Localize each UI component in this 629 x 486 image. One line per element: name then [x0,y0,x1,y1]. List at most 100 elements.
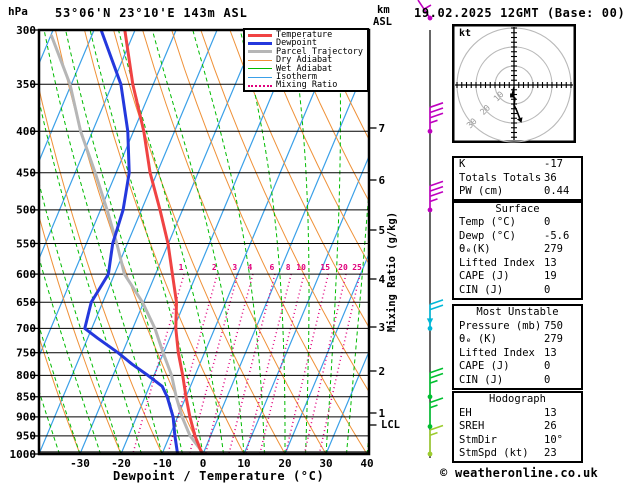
stats-section-header: Most Unstable [476,306,559,318]
svg-text:900: 900 [16,411,36,424]
legend-label: Dry Adiabat [276,55,333,66]
svg-text:7: 7 [379,122,386,135]
svg-text:1: 1 [179,263,184,272]
km-tick-labels: 7 6 5 4 3 2 1 [369,122,386,420]
stat-label: Totals Totals [459,171,542,184]
stat-label: CAPE (J) [459,360,510,373]
hodograph-unit-label: kt [459,28,472,39]
stat-row: PW (cm) 0.44 [454,185,581,199]
legend-item: Dewpoint [248,38,367,49]
stat-row: CAPE (J) 19 [454,270,581,284]
stat-value: -17 [544,158,563,170]
stat-row: CIN (J) 0 [454,284,581,298]
legend-swatch-dry-adiabat [248,59,272,61]
stat-label: PW (cm) [459,185,504,198]
stat-label: Dewp (°C) [459,229,516,242]
stat-value: 0 [544,216,551,229]
legend-label: Mixing Ratio [276,80,338,91]
legend: Temperature Dewpoint Parcel Trajectory Dry … [243,28,369,92]
wind-barb-290 [417,0,433,21]
legend-label: Temperature [276,30,333,40]
stat-label: EH [459,406,472,419]
dewpoint-curve [83,30,180,454]
svg-text:40: 40 [360,457,373,470]
stat-label: StmSpd (kt) [459,447,529,460]
temp-tick-labels: -30 -20 -10 0 10 20 30 40 [70,457,374,470]
legend-label: Dewpoint [276,38,317,49]
stat-row: θₑ (K) 279 [454,333,581,347]
stat-value: 13 [544,256,557,269]
svg-text:2: 2 [379,365,386,378]
sounding-curves [50,30,206,454]
stat-value: 0 [544,373,551,386]
svg-text:20: 20 [338,263,348,272]
legend-label: Wet Adiabat [276,63,333,74]
svg-text:500: 500 [16,204,36,217]
stats-box-hodograph: Hodograph EH 13 SREH 26 StmDir 10° StmSpd (kt) 2… [452,391,583,463]
svg-text:8: 8 [286,263,291,272]
stat-value: 0 [544,284,551,297]
stat-row: StmDir 10° [454,434,581,448]
svg-text:3: 3 [232,263,237,272]
svg-text:15: 15 [320,263,330,272]
mixing-ratio-labels: 1 2 3 4 6 8 10 15 20 25 [179,263,362,272]
stat-label: K [459,158,466,170]
svg-text:1: 1 [379,407,386,420]
stats-box-most-unstable: Most Unstable Pressure (mb) 750 θₑ (K) 279 Li… [452,304,583,390]
svg-text:-10: -10 [152,457,172,470]
svg-text:-20: -20 [111,457,131,470]
svg-text:20: 20 [278,457,291,470]
stat-label: StmDir [459,433,497,446]
svg-text:550: 550 [16,237,36,250]
stat-row: Pressure (mb) 750 [454,320,581,334]
stat-row: SREH 26 [454,420,581,434]
legend-item: Isotherm [248,71,367,82]
wind-barb-700 [426,299,444,331]
svg-text:4: 4 [379,273,386,286]
stat-value: 23 [544,447,557,460]
stat-label: CIN (J) [459,284,504,297]
legend-item: Wet Adiabat [248,63,367,74]
stat-label: Temp (°C) [459,216,516,229]
stat-row: K -17 [454,158,581,172]
stat-row: StmSpd (kt) 23 [454,447,581,461]
stat-row: CIN (J) 0 [454,374,581,388]
stat-row: CAPE (J) 0 [454,360,581,374]
legend-label: Isotherm [276,71,317,82]
svg-text:450: 450 [16,167,36,180]
svg-text:0: 0 [200,457,207,470]
legend-swatch-mixing-ratio [248,84,272,87]
valid-datetime: 19.02.2025 12GMT (Base: 00) [414,6,626,20]
svg-text:650: 650 [16,296,36,309]
stat-row: Lifted Index 13 [454,347,581,361]
stat-label: θₑ(K) [459,243,491,256]
svg-text:600: 600 [16,268,36,281]
svg-text:1000: 1000 [10,448,37,461]
mixing-ratio-axis-label: Mixing Ratio (g/kg) [386,212,398,332]
svg-text:10: 10 [296,263,306,272]
temperature-curve [123,30,204,454]
stat-label: θₑ (K) [459,333,497,346]
altitude-axis-unit-asl: ASL [373,16,392,28]
legend-item: Temperature [248,31,367,39]
wind-barb-500 [427,180,444,213]
svg-text:2: 2 [212,263,217,272]
parcel-trajectory-curve [50,34,206,454]
stats-section-header: Hodograph [489,393,546,405]
legend-swatch-wet-adiabat [248,68,272,70]
svg-text:300: 300 [16,24,36,37]
lcl-marker-label: LCL [381,419,400,431]
legend-swatch-isotherm [248,76,272,78]
svg-text:350: 350 [16,78,36,91]
svg-text:3: 3 [379,321,386,334]
svg-text:6: 6 [379,174,386,187]
stat-value: 10° [544,433,563,446]
legend-swatch-temperature [248,33,272,37]
svg-text:-30: -30 [70,457,90,470]
legend-swatch-dewpoint [248,42,272,46]
hodograph-trace [510,86,523,123]
wind-barbs [417,0,444,458]
svg-text:850: 850 [16,391,36,404]
